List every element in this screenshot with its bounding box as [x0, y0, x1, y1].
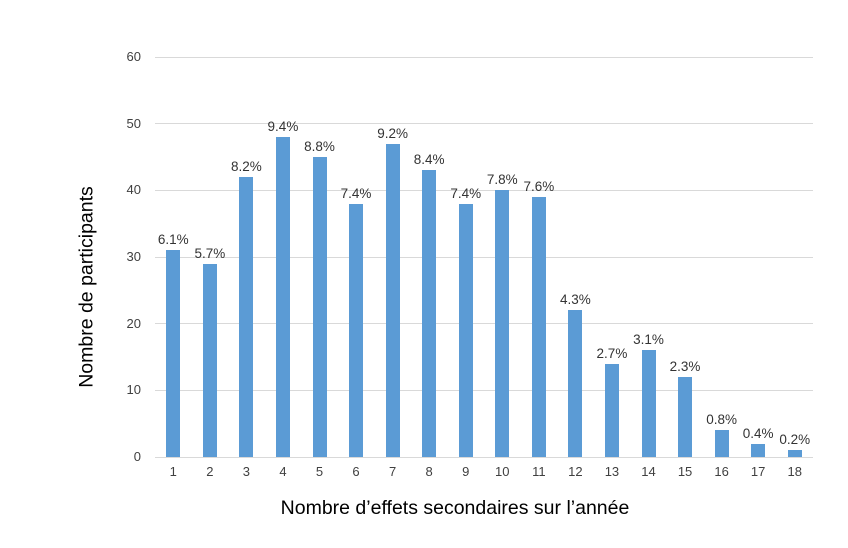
- bar-value-label: 0.2%: [779, 432, 811, 448]
- bar: [678, 377, 693, 457]
- bar: [751, 443, 766, 457]
- x-tick-label: 4: [279, 464, 287, 479]
- x-tick-label: 3: [242, 464, 250, 479]
- y-tick-label: 10: [126, 382, 141, 398]
- bar: [495, 190, 510, 457]
- x-tick-label: 9: [462, 464, 470, 479]
- gridline: [155, 189, 813, 191]
- bar: [787, 450, 802, 457]
- x-tick-label: 18: [787, 464, 802, 479]
- y-axis-title: Nombre de participants: [75, 186, 98, 388]
- bar: [604, 363, 619, 457]
- bar: [166, 250, 181, 457]
- bar-value-label: 8.2%: [230, 159, 262, 174]
- x-tick-label: 1: [169, 464, 177, 479]
- bar: [568, 310, 583, 457]
- bar: [275, 137, 290, 457]
- x-tick-label: 16: [714, 464, 729, 479]
- x-tick-label: 15: [677, 464, 693, 479]
- y-tick-label: 30: [126, 249, 141, 264]
- bar: [239, 177, 254, 457]
- gridline: [155, 123, 813, 125]
- y-tick-label: 20: [126, 315, 141, 331]
- bar-value-label: 7.4%: [340, 185, 372, 201]
- x-tick-label: 2: [206, 464, 214, 479]
- plot-area: 6.1% 5.7% 8.2% 9.4% 8.8% 7.4% 9.2% 8.4% 7.4% 7.8%…: [155, 56, 813, 458]
- bar: [385, 143, 400, 457]
- bar-value-label: 7.4%: [450, 185, 482, 201]
- bar-value-label: 0.8%: [706, 412, 737, 428]
- bar-value-label: 9.2%: [377, 125, 408, 141]
- gridline: [155, 456, 813, 458]
- bar: [422, 170, 437, 457]
- x-tick-label: 8: [425, 464, 433, 479]
- x-tick-label: 7: [388, 464, 397, 479]
- bar: [714, 430, 729, 457]
- bar-value-label: 5.7%: [194, 245, 226, 261]
- gridline: [155, 256, 813, 258]
- bar-value-label: 2.3%: [669, 359, 701, 374]
- gridline: [155, 323, 813, 325]
- x-tick-label: 5: [315, 464, 324, 479]
- x-tick-label: 11: [532, 464, 546, 479]
- bar: [458, 203, 473, 457]
- x-tick-label: 14: [641, 464, 656, 479]
- bar: [641, 350, 656, 457]
- bar: [312, 157, 327, 457]
- x-tick-label: 10: [495, 464, 510, 479]
- x-axis-title: Nombre d’effets secondaires sur l’année: [280, 497, 630, 519]
- bar-value-label: 2.7%: [596, 345, 628, 361]
- bar-value-label: 7.6%: [523, 179, 555, 194]
- x-tick-label: 12: [568, 464, 583, 479]
- bar-value-label: 8.8%: [304, 139, 335, 154]
- y-tick-label: 0: [133, 449, 141, 464]
- y-tick-label: 40: [126, 182, 141, 198]
- bar-value-label: 9.4%: [267, 119, 299, 134]
- y-tick-label: 60: [126, 49, 141, 64]
- x-tick-label: 17: [750, 464, 766, 479]
- gridline: [155, 389, 813, 391]
- bar: [531, 197, 546, 457]
- gridline: [155, 56, 813, 58]
- x-tick-label: 13: [604, 464, 620, 479]
- bar: [202, 263, 217, 457]
- bar-value-label: 0.4%: [742, 425, 774, 441]
- bar-value-label: 8.4%: [413, 152, 445, 168]
- bar: [349, 203, 364, 457]
- x-tick-label: 6: [352, 464, 360, 479]
- bar-value-label: 4.3%: [559, 292, 591, 308]
- bar-value-label: 7.8%: [486, 172, 518, 188]
- bar-value-label: 6.1%: [157, 232, 189, 248]
- bar-value-label: 3.1%: [633, 332, 664, 348]
- y-tick-label: 50: [126, 115, 141, 131]
